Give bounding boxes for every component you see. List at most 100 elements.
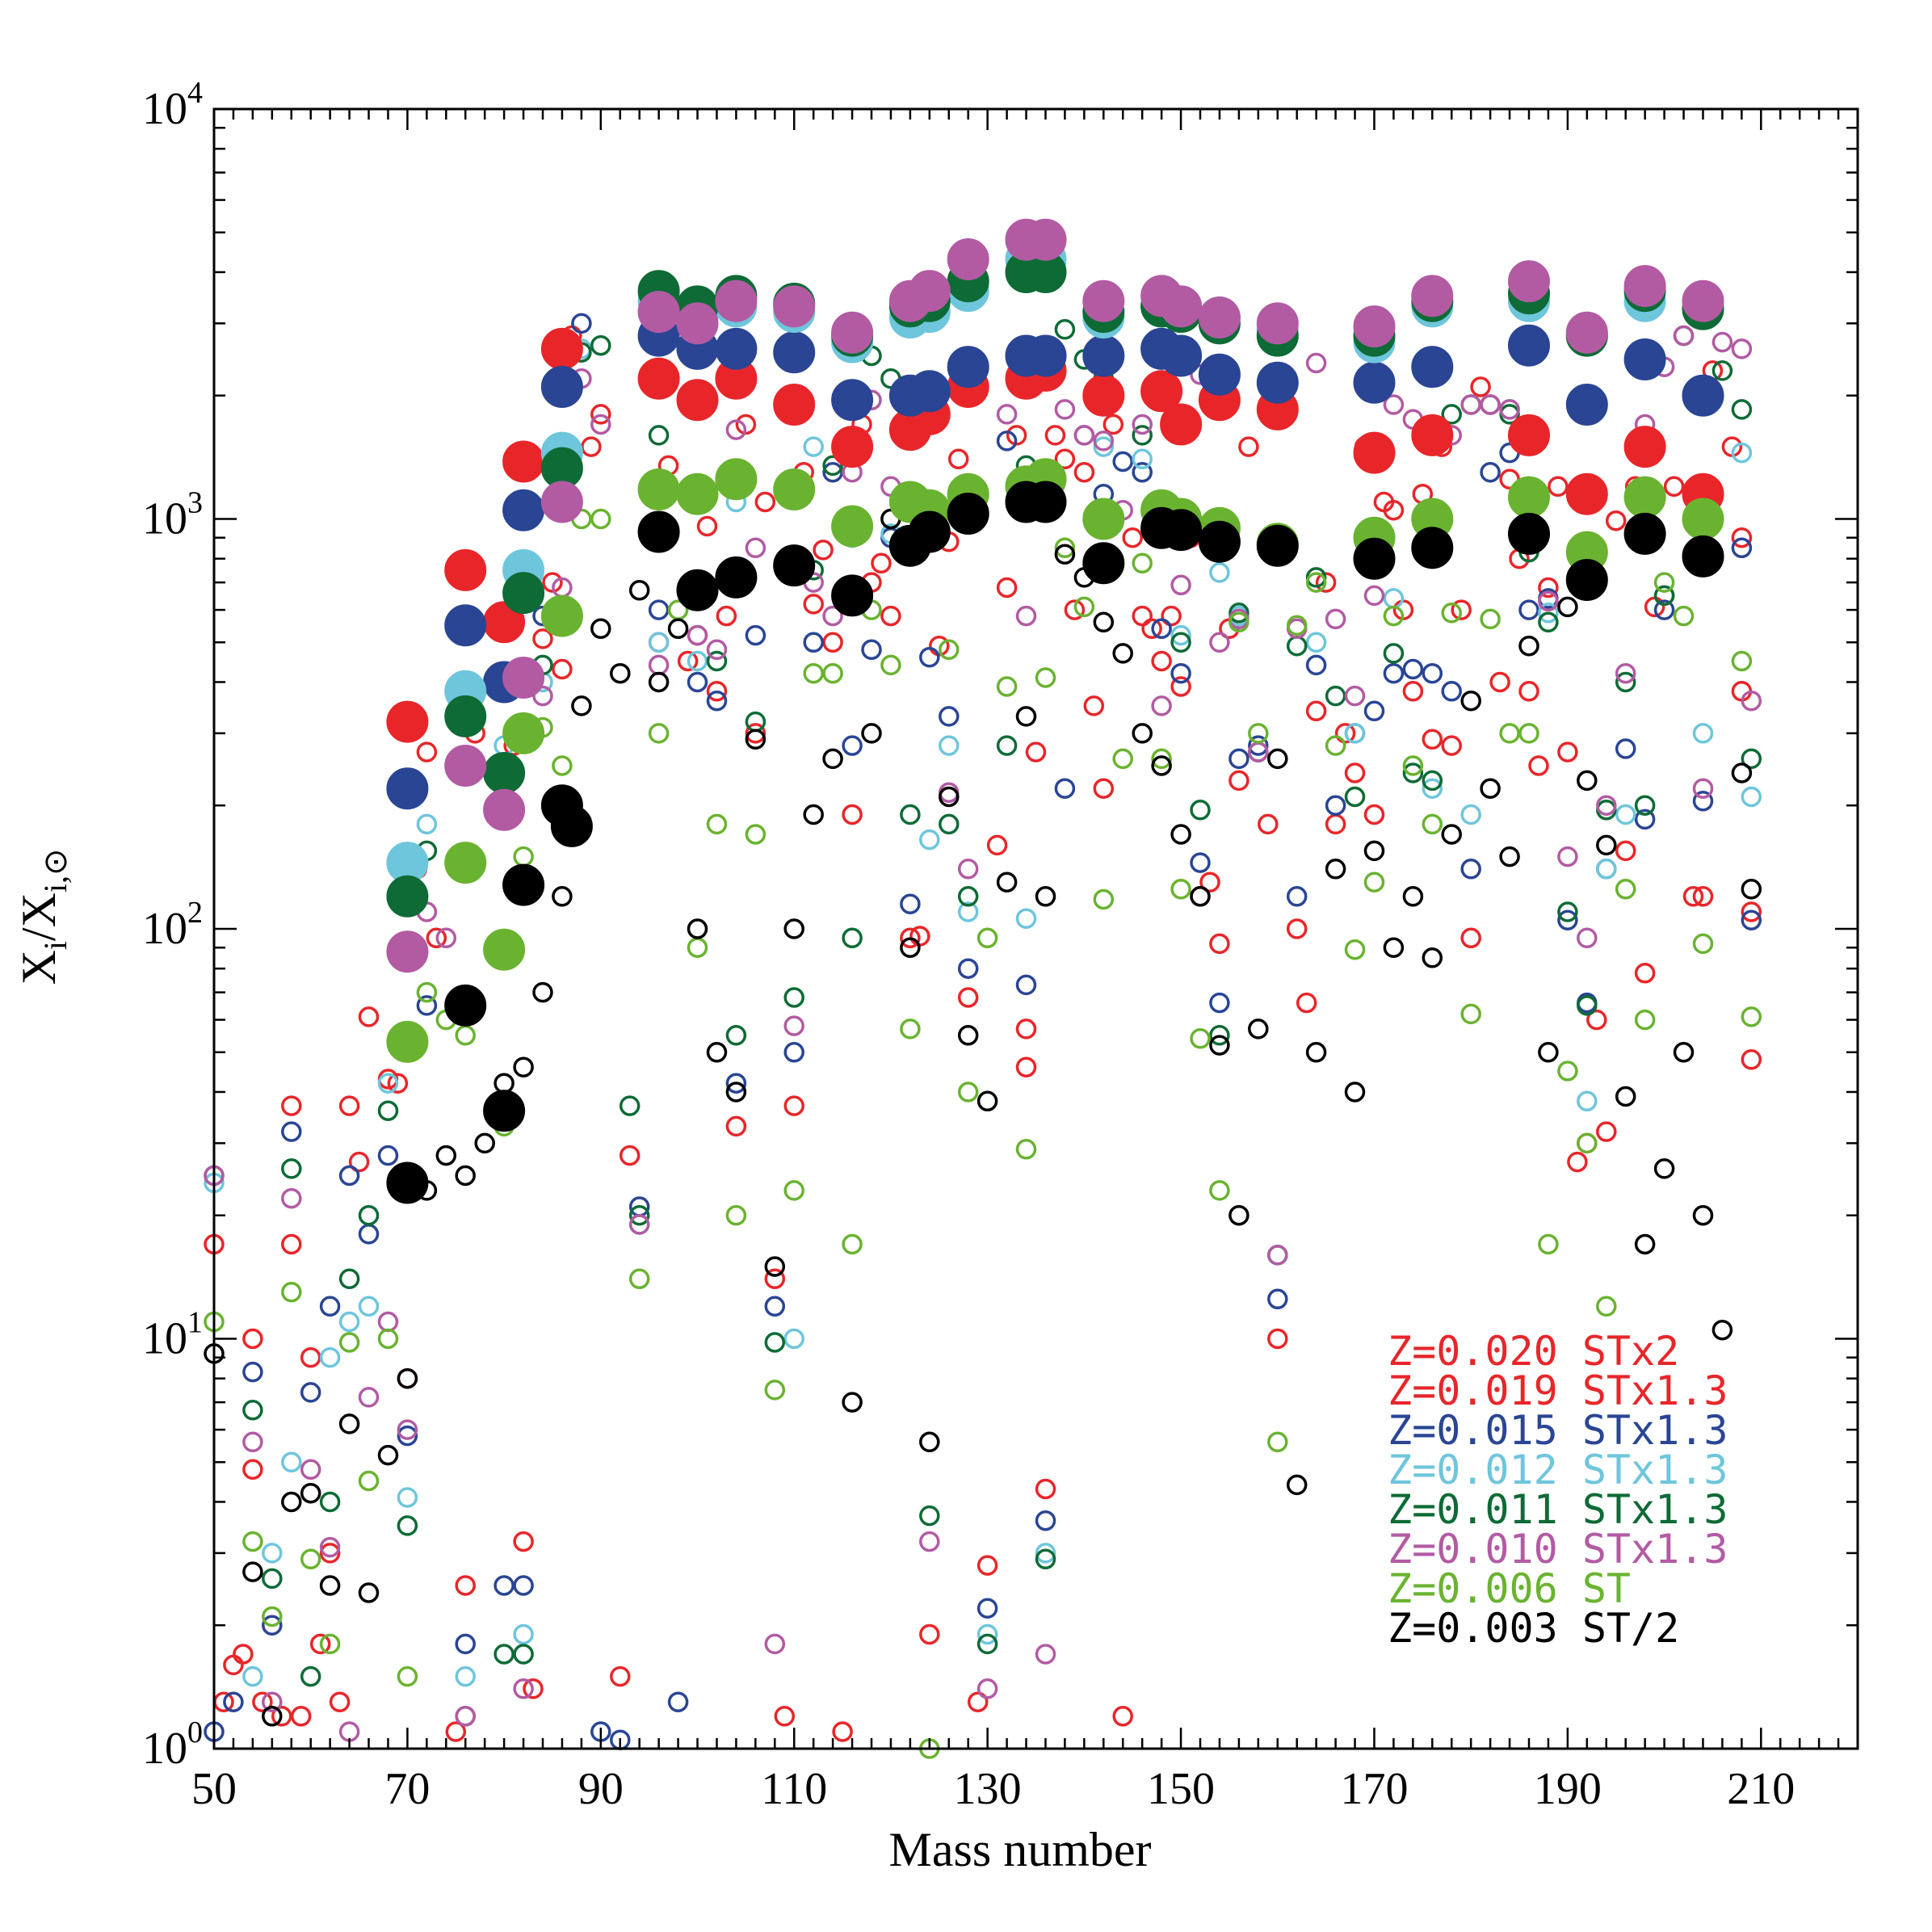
data-point — [976, 1555, 998, 1576]
data-point-highlight — [676, 472, 719, 515]
data-point — [1518, 723, 1539, 744]
data-point — [426, 927, 447, 949]
data-point — [532, 981, 553, 1003]
data-point — [1441, 681, 1462, 702]
data-point — [416, 995, 438, 1016]
data-point — [1460, 804, 1481, 825]
data-point-highlight — [715, 458, 758, 501]
data-point — [1731, 762, 1753, 783]
data-point — [619, 1144, 640, 1166]
data-point — [648, 671, 670, 693]
data-point — [687, 918, 708, 939]
data-point — [1712, 360, 1733, 381]
data-point — [706, 681, 728, 702]
data-point — [532, 685, 553, 707]
x-tick-label: 130 — [954, 1764, 1022, 1814]
data-point — [803, 594, 824, 615]
data-point-highlight — [386, 767, 429, 810]
data-point — [1615, 804, 1636, 825]
data-point-highlight — [483, 788, 526, 831]
data-point — [1731, 399, 1753, 420]
data-point — [1054, 319, 1076, 340]
data-point — [590, 334, 611, 356]
data-point — [1682, 886, 1704, 907]
data-point — [976, 1598, 998, 1619]
data-point — [764, 1633, 786, 1655]
data-point-highlight — [637, 357, 680, 400]
data-point — [319, 1633, 341, 1655]
data-point — [455, 1706, 476, 1727]
data-point — [552, 755, 573, 776]
data-point — [338, 1165, 360, 1186]
data-point — [262, 1606, 283, 1628]
data-point — [1170, 574, 1191, 596]
data-point-highlight — [1256, 524, 1299, 567]
data-point — [1692, 886, 1714, 907]
data-point-highlight — [540, 366, 583, 408]
data-point — [1325, 735, 1346, 756]
data-point — [1035, 1478, 1056, 1500]
data-point — [1422, 778, 1443, 799]
data-point — [1586, 1009, 1607, 1031]
data-point — [1344, 786, 1366, 808]
data-point — [1161, 605, 1182, 627]
data-point — [1577, 1090, 1598, 1112]
data-point — [628, 1214, 650, 1235]
data-point-highlight — [1353, 431, 1396, 474]
data-point — [1653, 572, 1675, 593]
data-point — [1190, 800, 1211, 821]
data-point — [813, 540, 834, 561]
data-point — [822, 662, 843, 684]
data-point — [1035, 886, 1056, 907]
data-point — [1325, 608, 1346, 630]
data-point — [1267, 1245, 1288, 1266]
data-point — [262, 1706, 283, 1727]
data-point — [1741, 690, 1762, 712]
data-point — [590, 404, 611, 425]
data-point — [1615, 738, 1636, 759]
data-point — [1634, 795, 1656, 816]
data-point — [1286, 1474, 1308, 1496]
data-point — [1073, 461, 1095, 483]
data-point-highlight — [1024, 481, 1067, 523]
data-point — [1286, 886, 1308, 907]
data-point — [455, 1575, 476, 1596]
y-tick-label-exponent: 4 — [187, 76, 203, 110]
data-point — [1248, 1018, 1269, 1040]
data-point — [1538, 603, 1559, 624]
data-point-highlight — [483, 752, 526, 794]
x-tick-label: 170 — [1340, 1764, 1408, 1814]
data-point-highlight — [1508, 476, 1550, 519]
data-point-highlight — [444, 842, 487, 884]
y-tick-label-base: 10 — [142, 904, 187, 954]
data-point — [783, 1042, 804, 1063]
data-point — [648, 599, 670, 620]
data-point — [397, 1515, 418, 1536]
data-point — [397, 1665, 418, 1687]
data-point — [281, 1121, 302, 1142]
data-point — [1518, 599, 1539, 620]
data-point — [1451, 599, 1472, 620]
data-point — [803, 804, 824, 825]
data-point — [1605, 510, 1627, 531]
data-point — [706, 650, 728, 672]
y-tick-label-base: 10 — [142, 494, 187, 544]
data-point — [309, 1633, 331, 1655]
data-point — [1383, 937, 1405, 958]
data-point — [1692, 1204, 1714, 1226]
data-point-highlight — [386, 1161, 429, 1204]
data-point — [358, 1582, 380, 1603]
data-point — [706, 690, 728, 712]
data-point — [435, 1144, 457, 1166]
data-point — [716, 605, 737, 627]
data-point — [1441, 404, 1462, 425]
data-point-highlight — [831, 574, 874, 617]
data-point — [628, 580, 650, 601]
data-point — [1577, 927, 1598, 949]
data-point — [281, 1158, 302, 1179]
data-point — [1577, 770, 1598, 792]
data-point — [1015, 1018, 1037, 1040]
data-point-highlight — [831, 505, 874, 548]
data-point — [1170, 662, 1191, 684]
data-point — [1383, 662, 1405, 684]
